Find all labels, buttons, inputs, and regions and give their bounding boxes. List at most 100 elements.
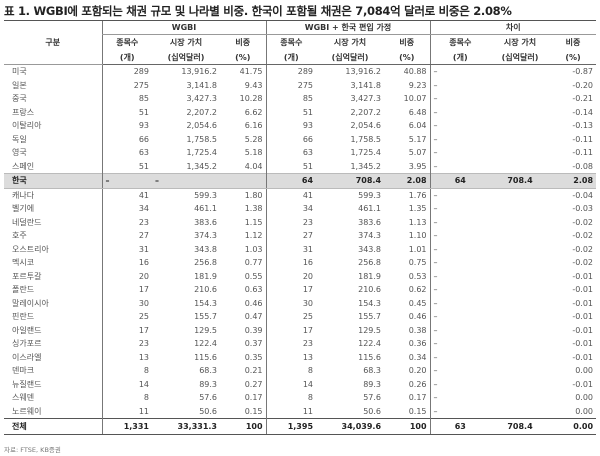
cell-wgbi-count: 51 — [101, 105, 152, 119]
cell-wgbi-market-value: 461.1 — [194, 204, 217, 214]
cell-with-korea-count: 16 — [265, 256, 317, 270]
cell-with-korea-count: 64 — [265, 173, 317, 189]
cell-diff-weight: -0.11 — [572, 148, 594, 158]
cell-diff-market-value — [490, 243, 550, 257]
row-label: 캐나다 — [12, 190, 35, 200]
cell-wgbi-market-value: 2,207.2 — [186, 107, 217, 117]
row-label: 독일 — [12, 134, 27, 144]
cell-diff-market-value — [490, 119, 550, 133]
cell-wgbi-count: 85 — [101, 92, 152, 106]
row-label: 프랑스 — [12, 107, 35, 117]
cell-with-korea-weight: 1.10 — [408, 231, 427, 241]
cell-diff-count: – — [429, 132, 491, 146]
cell-wgbi-count: 20 — [101, 269, 152, 283]
table-row: 포르투갈 20 181.9 0.55 20 181.9 0.53– -0.01 — [4, 269, 596, 283]
cell-wgbi-market-value: 1,345.2 — [186, 161, 217, 171]
cell-with-korea-weight: 3.95 — [408, 161, 427, 171]
header-unit-count: (개) — [429, 50, 491, 65]
cell-with-korea-count: 51 — [265, 105, 317, 119]
cell-wgbi-market-value: 599.3 — [194, 190, 217, 200]
cell-with-korea-market-value: 210.6 — [358, 285, 382, 295]
cell-with-korea-market-value: 343.8 — [358, 244, 382, 254]
cell-wgbi-weight: 5.28 — [244, 134, 263, 144]
table-row: 노르웨이 11 50.6 0.15 11 50.6 0.15–0.00 — [4, 404, 596, 419]
cell-with-korea-market-value: 1,345.2 — [350, 161, 382, 171]
cell-wgbi-weight: 6.16 — [244, 121, 263, 131]
cell-wgbi-weight: 0.37 — [244, 339, 263, 349]
cell-diff-weight: 0.00 — [575, 366, 594, 376]
header-unit-weight: (%) — [384, 50, 431, 65]
cell-diff-count: – — [429, 64, 491, 79]
cell-with-korea-market-value: 3,427.3 — [350, 94, 382, 104]
cell-with-korea-market-value: 13,916.2 — [345, 67, 382, 77]
cell-diff-count: – — [429, 159, 491, 174]
cell-with-korea-count: 34 — [265, 202, 317, 216]
cell-diff-count: – — [429, 296, 491, 310]
header-col-count: 종목수 — [101, 34, 152, 50]
cell-with-korea-weight: 5.17 — [408, 134, 427, 144]
cell-with-korea-count: 11 — [265, 404, 317, 419]
cell-wgbi-market-value: 256.8 — [194, 258, 217, 268]
cell-wgbi-weight: 0.46 — [244, 298, 263, 308]
table-row: 중국 85 3,427.3 10.28 85 3,427.3 10.07– -0.21 — [4, 92, 596, 106]
cell-diff-count: – — [429, 256, 491, 270]
header-group-wgbi: WGBI — [101, 20, 267, 35]
table-row-total: 전체 1,331 33,331.3 100 1,395 34,039.6 100 63 708.… — [4, 418, 597, 435]
cell-diff-count: – — [429, 364, 491, 378]
cell-wgbi-market-value: 155.7 — [194, 312, 217, 322]
row-label: 스페인 — [12, 161, 35, 171]
cell-diff-weight: -0.14 — [572, 107, 594, 117]
cell-wgbi-weight: 0.15 — [244, 406, 263, 416]
cell-with-korea-weight: 1.01 — [408, 244, 427, 254]
table-row: 이스라엘 13 115.6 0.35 13 115.6 0.34– -0.01 — [4, 350, 596, 365]
cell-with-korea-market-value: 50.6 — [363, 406, 382, 416]
row-label: 일본 — [12, 80, 27, 90]
cell-with-korea-count: 8 — [265, 364, 317, 378]
cell-with-korea-count: 27 — [265, 229, 317, 243]
table-row: 호주 27 374.3 1.12 27 374.3 1.10– -0.02 — [4, 229, 596, 243]
cell-with-korea-market-value: 68.3 — [363, 366, 382, 376]
cell-with-korea-weight: 1.35 — [408, 204, 427, 214]
cell-diff-weight: -0.01 — [572, 271, 594, 281]
cell-with-korea-market-value: 181.9 — [358, 271, 382, 281]
cell-wgbi-market-value: 57.6 — [199, 393, 217, 403]
row-label: 포르투갈 — [12, 271, 42, 281]
cell-wgbi-market-value: 383.6 — [194, 217, 217, 227]
cell-with-korea-count: 1,395 — [265, 418, 317, 435]
cell-wgbi-market-value: 374.3 — [194, 231, 217, 241]
cell-diff-weight: -0.13 — [572, 121, 594, 131]
cell-with-korea-weight: 10.07 — [403, 94, 427, 104]
cell-diff-count: 64 — [429, 173, 491, 189]
row-label: 말레이시아 — [12, 298, 49, 308]
cell-wgbi-count: 16 — [101, 256, 152, 270]
cell-with-korea-weight: 5.07 — [408, 148, 427, 158]
header-col-weight: 비중 — [235, 38, 251, 47]
table-row: 스페인 51 1,345.2 4.04 51 1,345.2 3.95– -0.08 — [4, 159, 596, 174]
table-row: 이탈리아 93 2,054.6 6.16 93 2,054.6 6.04– -0.13 — [4, 119, 596, 133]
cell-diff-market-value — [490, 337, 550, 351]
cell-with-korea-count: 13 — [265, 350, 317, 364]
header-group-diff: 차이 — [429, 20, 597, 35]
cell-wgbi-market-value: 68.3 — [199, 366, 217, 376]
cell-diff-count: – — [429, 92, 491, 106]
cell-diff-count: – — [429, 323, 491, 337]
table-row: 핀란드 25 155.7 0.47 25 155.7 0.46– -0.01 — [4, 310, 596, 324]
cell-wgbi-count: 289 — [101, 64, 152, 79]
cell-diff-weight: -0.02 — [572, 244, 594, 254]
table-row: 벨기에 34 461.1 1.38 34 461.1 1.35– -0.03 — [4, 202, 596, 216]
row-label: 아일랜드 — [12, 325, 42, 335]
cell-wgbi-market-value: 89.3 — [199, 379, 217, 389]
cell-wgbi-weight: 0.35 — [244, 352, 263, 362]
cell-diff-market-value — [490, 351, 550, 365]
cell-wgbi-weight: 9.43 — [244, 80, 263, 90]
row-label: 이탈리아 — [12, 121, 42, 131]
cell-diff-weight: 0.00 — [575, 406, 594, 416]
cell-with-korea-market-value: 383.6 — [358, 217, 382, 227]
cell-diff-weight: 0.00 — [550, 418, 597, 435]
cell-wgbi-weight: 0.55 — [244, 271, 263, 281]
table-row: 캐나다 41 599.3 1.80 41 599.3 1.76– -0.04 — [4, 188, 596, 202]
header-unit-count: (개) — [101, 50, 152, 65]
cell-wgbi-market-value: 343.8 — [194, 244, 217, 254]
cell-with-korea-weight: 0.53 — [408, 271, 427, 281]
cell-wgbi-market-value: 154.3 — [194, 298, 217, 308]
